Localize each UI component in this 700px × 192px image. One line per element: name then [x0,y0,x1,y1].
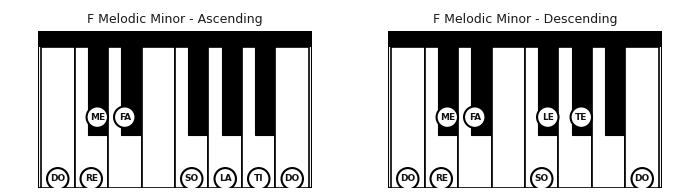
Circle shape [181,168,202,190]
Circle shape [397,168,419,190]
Bar [41,47,74,188]
Bar [141,47,175,188]
Text: F Melodic Minor - Ascending: F Melodic Minor - Ascending [88,13,262,26]
Text: ME: ME [440,113,455,122]
Text: LA: LA [219,174,232,183]
Bar [626,47,659,188]
Circle shape [248,168,270,190]
Circle shape [214,168,236,190]
Bar [389,29,662,47]
Circle shape [430,168,452,190]
Text: LE: LE [542,113,554,122]
Text: RE: RE [435,174,448,183]
Circle shape [437,106,458,128]
Bar [391,47,424,188]
Circle shape [87,106,108,128]
Text: FA: FA [469,113,481,122]
Bar [538,47,557,135]
Bar [559,47,592,188]
Text: ME: ME [90,113,105,122]
Bar [592,47,626,188]
Text: FA: FA [119,113,131,122]
Bar [525,47,559,188]
Bar [242,47,276,188]
Text: F Melodic Minor - Descending: F Melodic Minor - Descending [433,13,617,26]
Bar [188,47,207,135]
Circle shape [80,168,102,190]
Circle shape [114,106,136,128]
Circle shape [531,168,552,190]
Bar [38,29,312,47]
Text: DO: DO [50,174,65,183]
Bar [222,47,241,135]
Bar [108,47,141,188]
Text: RE: RE [85,174,98,183]
Text: TI: TI [254,174,264,183]
Circle shape [570,106,592,128]
Bar [438,47,457,135]
Bar [471,47,491,135]
Circle shape [464,106,486,128]
Bar [74,47,108,188]
Bar [491,47,525,188]
Circle shape [47,168,69,190]
Text: SO: SO [185,174,199,183]
Bar [121,47,141,135]
Bar [605,47,624,135]
Bar [458,47,491,188]
Text: TE: TE [575,113,587,122]
Text: DO: DO [635,174,650,183]
Text: DO: DO [285,174,300,183]
Bar [209,47,242,188]
Circle shape [281,168,303,190]
Circle shape [631,168,653,190]
Bar [424,47,458,188]
Bar [255,47,274,135]
Text: DO: DO [400,174,415,183]
Circle shape [537,106,559,128]
FancyBboxPatch shape [38,32,312,188]
FancyBboxPatch shape [389,32,662,188]
Bar [88,47,107,135]
Bar [572,47,591,135]
Bar [276,47,309,188]
Bar [175,47,209,188]
Text: SO: SO [535,174,549,183]
